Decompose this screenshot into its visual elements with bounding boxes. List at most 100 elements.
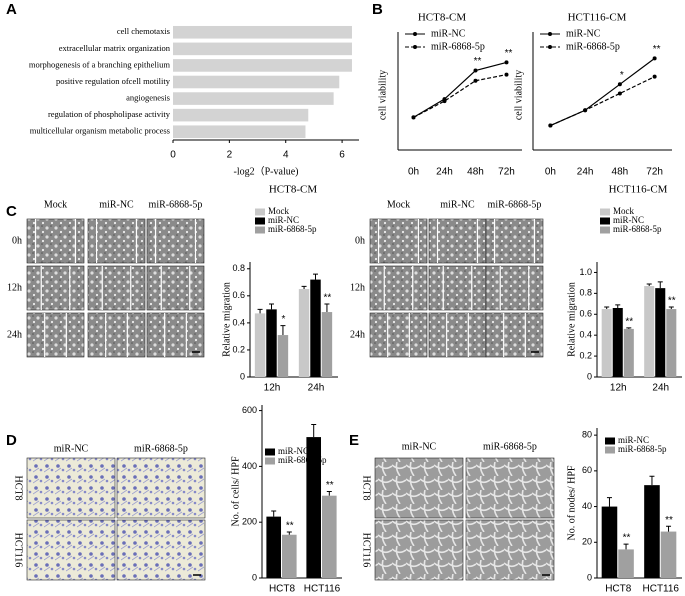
y-tick-label: 0 (587, 371, 592, 381)
y-tick-label: 20 (582, 537, 592, 547)
legend-swatch (605, 437, 615, 445)
x-tick-label: 0h (545, 167, 556, 178)
legend-marker (548, 45, 552, 49)
category-label: cell chemotaxis (117, 26, 170, 36)
micrograph (485, 218, 544, 264)
x-tick-label: 24h (577, 167, 594, 178)
x-tick-label: 48h (467, 167, 484, 178)
point (617, 91, 622, 96)
micrograph (146, 265, 205, 311)
bar (266, 516, 281, 578)
micrograph (146, 312, 205, 358)
point (473, 78, 478, 83)
legend-label: miR-NC (618, 435, 649, 445)
legend-swatch (600, 208, 610, 216)
error-bar (615, 304, 621, 308)
legend-marker (548, 32, 552, 36)
micrograph (87, 265, 146, 311)
x-tick-label: HCT8 (269, 584, 296, 595)
micrograph (26, 457, 116, 519)
x-tick-label: 72h (646, 167, 663, 178)
legend-label: Mock (268, 206, 289, 216)
point (583, 108, 588, 113)
legend-marker (413, 32, 417, 36)
image-row-label: 12h (7, 282, 22, 293)
panel-label: E (349, 432, 359, 449)
bar (644, 485, 660, 578)
micrograph (116, 457, 206, 519)
panel-label: B (372, 1, 383, 18)
chart-title: HCT116-CM (609, 184, 668, 196)
error-bar (324, 303, 330, 313)
legend-label: miR-6868-5p (278, 455, 327, 465)
image-row-label: 12h (350, 282, 365, 293)
x-tick-label: 4 (283, 150, 289, 161)
legend-swatch (255, 226, 265, 234)
x-tick-label: 24h (308, 383, 325, 394)
y-tick-label: 400 (242, 461, 257, 471)
bar (254, 313, 266, 377)
image-column-label: miR-6868-5p (134, 443, 188, 454)
micrograph (374, 457, 464, 519)
point (411, 115, 416, 120)
significance: ** (623, 533, 631, 544)
point (442, 99, 447, 104)
image-row-label: 24h (7, 329, 22, 340)
x-tick-label: 72h (498, 167, 515, 178)
error-bar (301, 285, 307, 290)
significance: ** (653, 44, 661, 55)
panel-label: D (6, 432, 17, 449)
error-bar (646, 283, 652, 287)
legend-label: miR-6868-5p (268, 224, 317, 234)
image-column-label: miR-NC (54, 443, 89, 454)
image-row-label: HCT116 (13, 533, 24, 568)
significance: ** (324, 293, 332, 304)
y-axis-label: cell viability (377, 70, 388, 120)
series-line (413, 61, 507, 118)
bar (266, 309, 277, 377)
point (504, 72, 509, 77)
image-column-label: miR-6868-5p (483, 441, 537, 452)
legend-swatch (265, 448, 275, 456)
error-bar (649, 475, 655, 486)
y-tick-label: 200 (242, 517, 257, 527)
image-column-label: miR-NC (402, 441, 437, 452)
x-tick-label: HCT8 (605, 584, 632, 595)
bar (655, 288, 666, 377)
bar (321, 312, 333, 377)
bar (173, 108, 309, 122)
x-tick-label: 12h (264, 383, 281, 394)
y-tick-label: 0.4 (579, 330, 592, 340)
image-row-label: 0h (355, 235, 365, 246)
bar (173, 75, 340, 89)
y-tick-label: 0.2 (579, 350, 592, 360)
micrograph (428, 312, 487, 358)
micrograph (465, 457, 555, 519)
error-bar (313, 273, 318, 280)
y-tick-label: 0 (240, 371, 245, 381)
significance: ** (474, 56, 482, 67)
micrograph (465, 519, 555, 581)
x-tick-label: HCT116 (643, 584, 680, 595)
micrograph (428, 265, 487, 311)
bar (623, 328, 634, 377)
y-axis-label: No. of cells/ HPF (230, 456, 241, 526)
micrograph (369, 312, 428, 358)
legend-label: miR-6868-5p (613, 224, 662, 234)
bar (277, 335, 289, 377)
error-bar (604, 306, 610, 310)
x-axis-label: -log2（P-value) (234, 165, 299, 177)
significance: ** (668, 296, 676, 307)
chart-title: HCT8-CM (269, 184, 318, 196)
image-column-label: miR-6868-5p (149, 199, 203, 210)
error-bar (668, 306, 674, 310)
significance: ** (286, 521, 294, 532)
micrograph (146, 218, 205, 264)
x-tick-label: 0 (170, 150, 176, 161)
y-tick-label: 0.8 (232, 263, 245, 273)
legend-label: miR-NC (613, 215, 644, 225)
error-bar (271, 510, 277, 517)
legend-swatch (600, 217, 610, 225)
bar (322, 495, 337, 578)
x-tick-label: 24h (436, 167, 453, 178)
